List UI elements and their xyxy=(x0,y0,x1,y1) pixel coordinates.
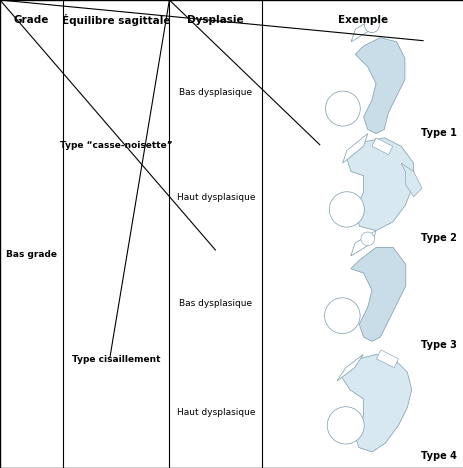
Polygon shape xyxy=(400,163,421,197)
Text: Bas dysplasique: Bas dysplasique xyxy=(179,88,252,97)
Polygon shape xyxy=(346,138,413,230)
Polygon shape xyxy=(336,354,363,381)
Text: Type “casse-noisette”: Type “casse-noisette” xyxy=(60,141,172,150)
Text: Type cisaillement: Type cisaillement xyxy=(72,355,160,364)
Circle shape xyxy=(363,18,378,33)
Circle shape xyxy=(329,192,363,227)
Polygon shape xyxy=(371,138,392,154)
Circle shape xyxy=(360,232,374,246)
Text: Exemple: Exemple xyxy=(337,15,388,25)
Text: Équilibre sagittale: Équilibre sagittale xyxy=(62,15,170,26)
Text: Haut dysplasique: Haut dysplasique xyxy=(176,193,255,202)
Text: Type 2: Type 2 xyxy=(420,234,456,243)
Polygon shape xyxy=(350,248,405,341)
Text: Bas dysplasique: Bas dysplasique xyxy=(179,299,252,308)
Text: Bas grade: Bas grade xyxy=(6,250,56,259)
Text: Haut dysplasique: Haut dysplasique xyxy=(176,408,255,417)
Circle shape xyxy=(325,91,359,126)
Polygon shape xyxy=(355,37,404,134)
Circle shape xyxy=(326,407,363,444)
Text: Type 4: Type 4 xyxy=(420,451,456,461)
Polygon shape xyxy=(341,354,411,452)
Polygon shape xyxy=(350,230,375,256)
Circle shape xyxy=(324,298,359,334)
Text: Grade: Grade xyxy=(13,15,49,25)
Text: Type 1: Type 1 xyxy=(420,128,456,138)
Text: Dysplasie: Dysplasie xyxy=(187,15,244,25)
Polygon shape xyxy=(342,133,367,163)
Text: Type 3: Type 3 xyxy=(420,340,456,350)
Polygon shape xyxy=(375,350,398,368)
Polygon shape xyxy=(350,17,375,42)
